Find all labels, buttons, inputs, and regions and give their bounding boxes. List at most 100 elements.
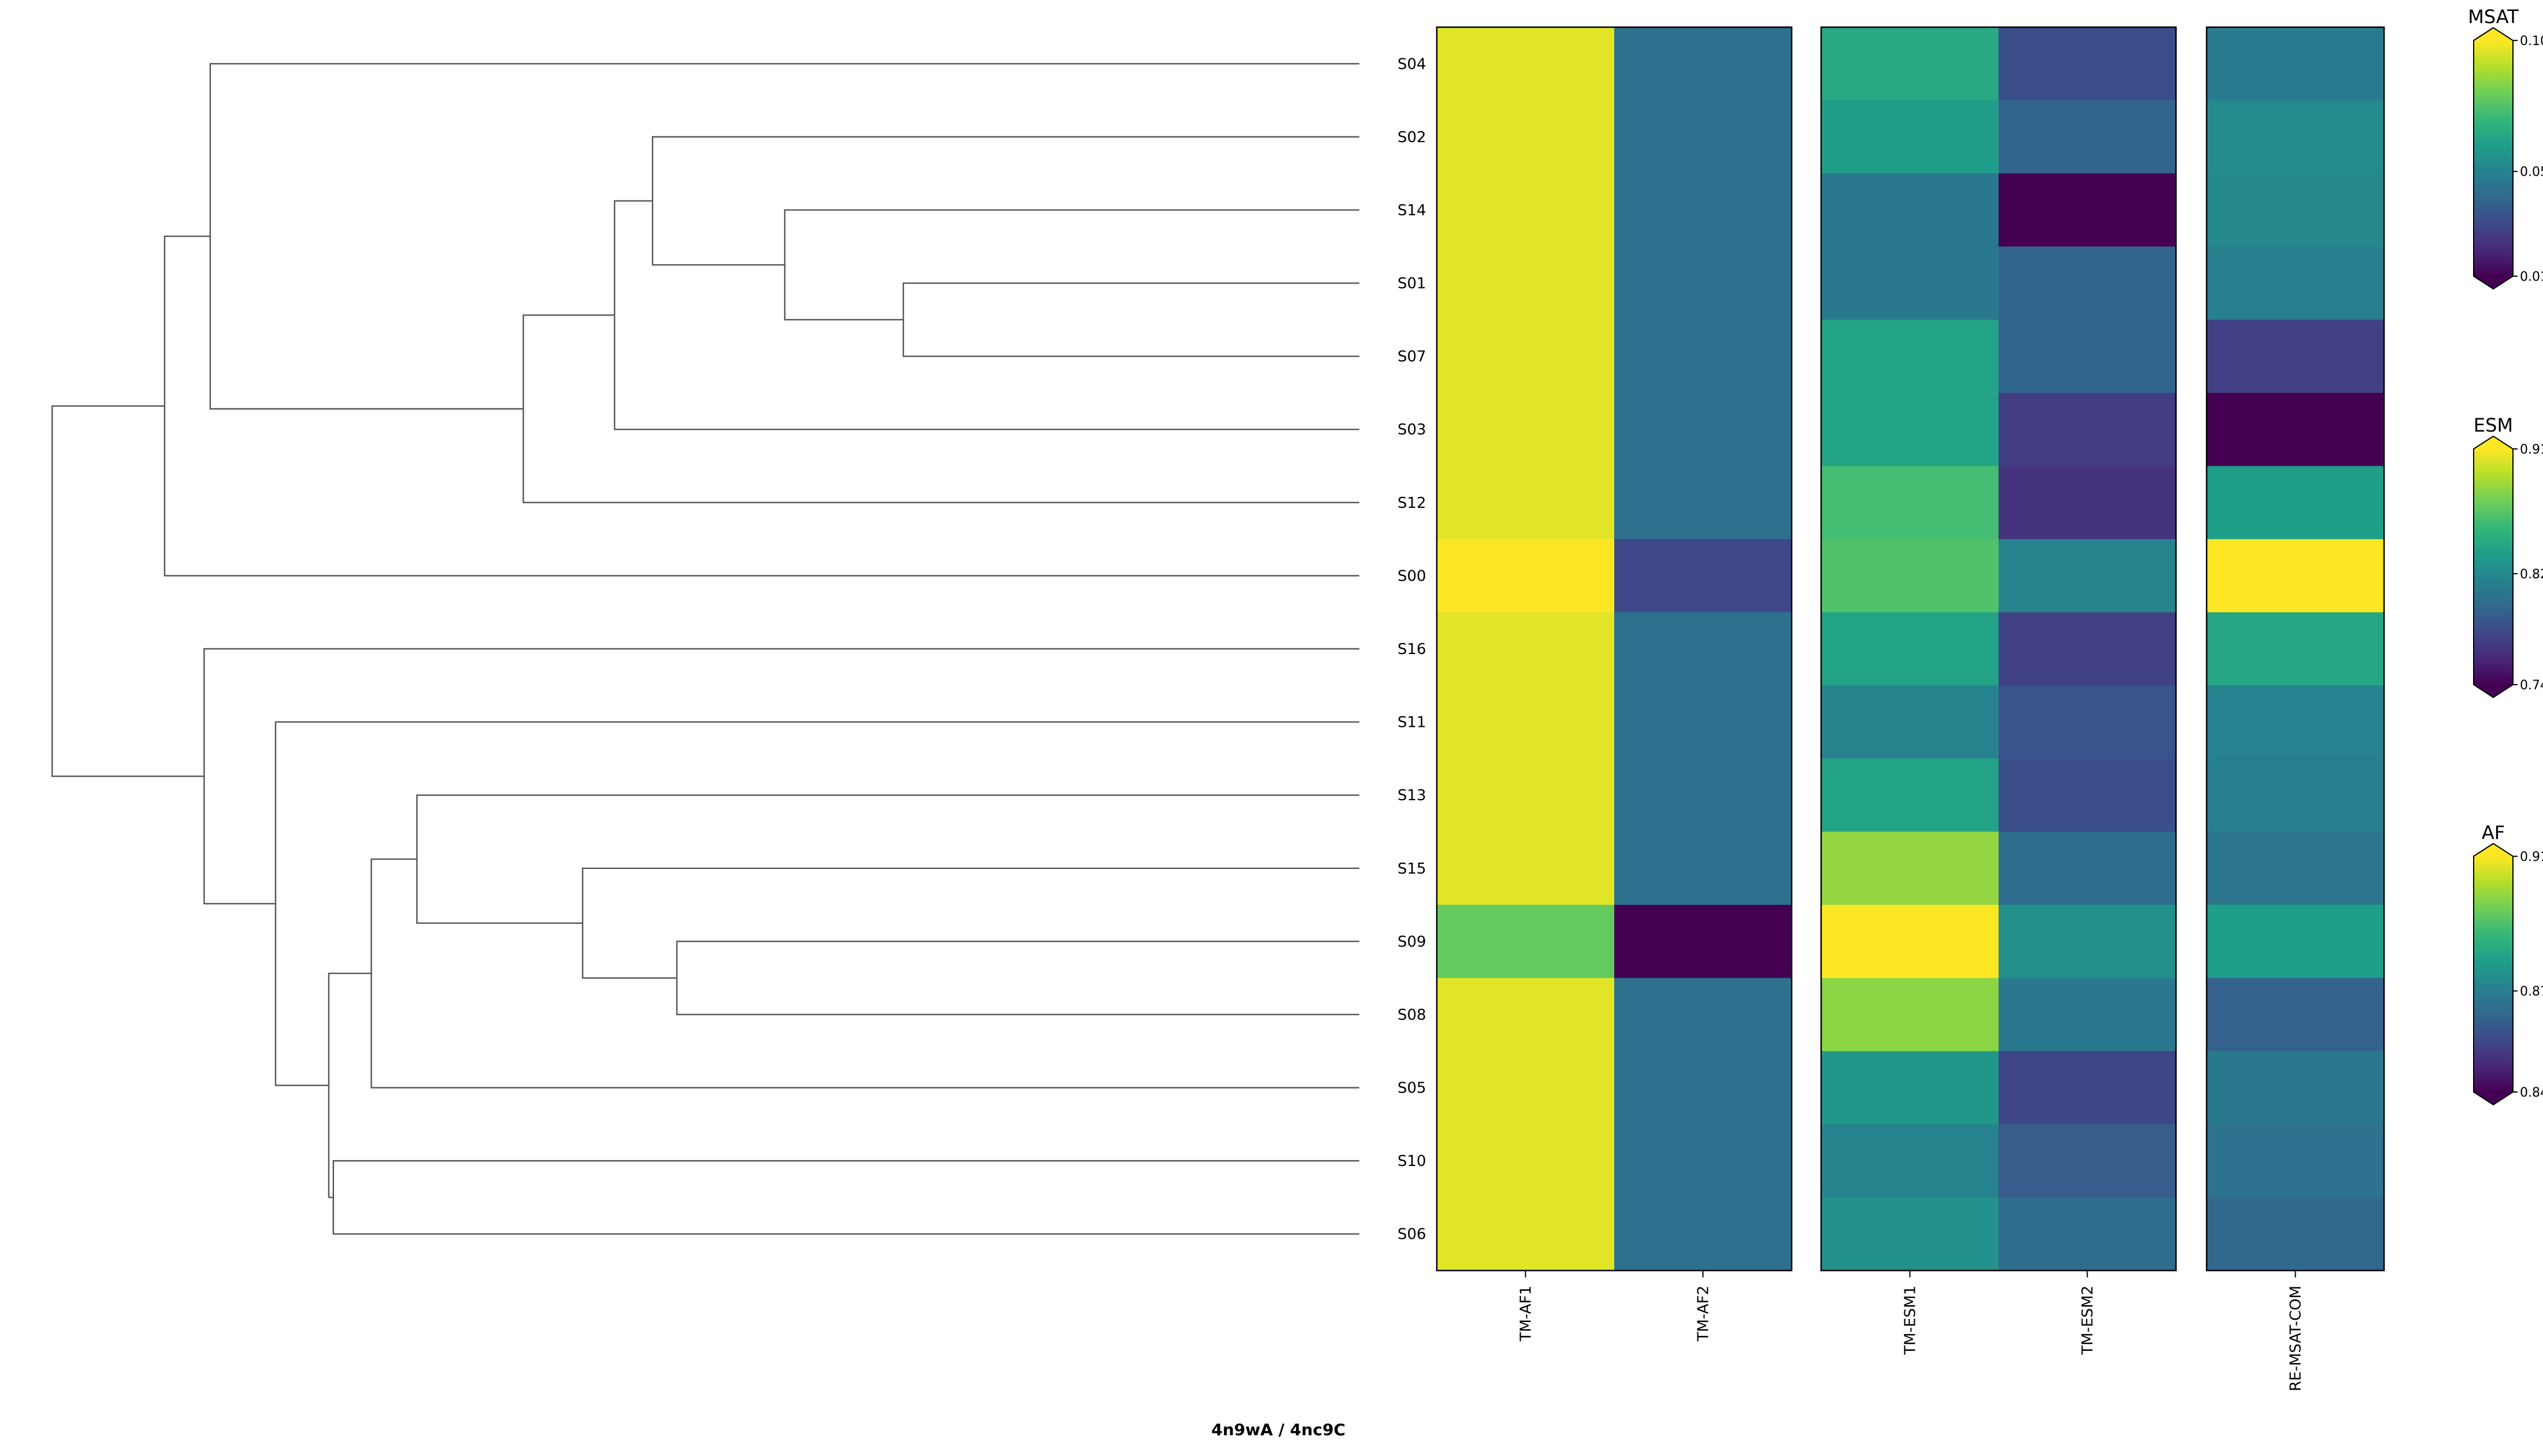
heatmap-cell [1999,466,2177,540]
colorbar-af: AF 0.84 0.87 0.91 [2473,822,2543,1106]
heatmap-cell [1437,758,1615,833]
heatmap-cell [2207,685,2385,759]
colorbar-title: MSAT [2468,6,2519,28]
colorbar-title: ESM [2474,414,2513,436]
heatmap-cell [1614,1051,1792,1125]
heatmap-cell [1821,905,1999,979]
colorbar-esm: ESM 0.74 0.82 0.91 [2473,414,2543,699]
heatmap-cell [1437,539,1615,613]
heatmap-cell [1614,466,1792,540]
heatmap-cell [2207,466,2385,540]
colorbar-tick-label: 0.01 [2520,270,2543,284]
row-label: S06 [1397,1226,1426,1243]
heatmap-cell [1614,320,1792,393]
heatmap-cell [1437,100,1615,174]
heatmap-cell [2207,100,2385,174]
heatmap-cell [1437,246,1615,320]
heatmap-cell [1821,392,1999,467]
dendrogram-link [651,136,1359,266]
column-label: TM-ESM1 [1902,1286,1919,1355]
row-label: S09 [1397,933,1426,950]
heatmap-cell [1999,831,2177,905]
heatmap-cell [1999,612,2177,686]
heatmap-cell [1614,100,1792,174]
dendrogram-link [370,858,1359,1089]
heatmap-cell [1614,831,1792,905]
colorbar-tick-label: 0.87 [2520,985,2543,999]
heatmap-cell [2207,173,2385,247]
colorbar-extend-max [2474,436,2513,449]
heatmap-cell [1614,246,1792,320]
colorbar-tick-label: 0.05 [2520,165,2543,180]
heatmap-cell [1999,539,2177,613]
heatmap-cell [1614,173,1792,247]
dendrogram-link [676,941,1359,1016]
row-label: S00 [1397,567,1426,585]
heatmap-cell [1437,320,1615,393]
dendrogram-link [416,794,1359,924]
colorbar-extend-min [2474,276,2513,289]
panel-esm: TM-ESM1 TM-ESM2 [1820,26,2177,1355]
dendrogram-link [164,235,1359,577]
row-label: S07 [1397,348,1426,366]
heatmap-cell [1999,246,2177,320]
row-labels: S04 S02 S14 S01 S07 S03 S12 S00 S16 S11 S13 S15 S09 S… [1397,55,1426,1243]
figure-title: 4n9wA / 4nc9C [1211,1420,1345,1439]
row-label: S05 [1397,1080,1426,1097]
heatmap-cell [1614,612,1792,686]
heatmap-cell [1821,831,1999,905]
colorbar-tick-label: 0.74 [2520,678,2543,693]
row-label: S12 [1397,495,1426,512]
heatmap-cell [1821,685,1999,759]
heatmap-cell [1821,539,1999,613]
colorbar-extend-max [2474,28,2513,40]
colorbar-tick-label: 0.82 [2520,567,2543,582]
heatmap-cell [1821,320,1999,393]
row-label: S01 [1397,275,1426,292]
heatmap-cell [1437,173,1615,247]
dendrogram [51,63,1359,1235]
heatmap-cell [1999,978,2177,1052]
heatmap-cell [1437,466,1615,540]
row-label: S02 [1397,129,1426,146]
heatmap-cell [1614,758,1792,833]
panel-msat: RE-MSAT-COM [2205,26,2385,1391]
row-label: S15 [1397,860,1426,878]
colorbar-fill [2474,40,2513,276]
heatmap-cell [1614,685,1792,759]
heatmap-cell [1999,685,2177,759]
colorbar-extend-min [2474,1092,2513,1105]
heatmap-cell [1999,27,2177,101]
heatmap-cell [2207,392,2385,467]
heatmap-cell [1999,1051,2177,1125]
heatmap-cell [1614,1124,1792,1198]
panel-frame [1820,26,2177,1272]
row-label: S16 [1397,641,1426,658]
heatmap-cell [1999,320,2177,393]
dendrogram-link [203,648,1359,905]
heatmap-cell [2207,539,2385,613]
heatmap-cell [1821,100,1999,174]
heatmap-cell [2207,1197,2385,1271]
dendrogram-link [275,721,1359,1086]
heatmap-cell [1999,758,2177,833]
heatmap-cell [2207,612,2385,686]
heatmap-cell [1821,978,1999,1052]
heatmap-cell [2207,246,2385,320]
heatmap-cell [1437,831,1615,905]
colorbar-tick-label: 0.91 [2520,850,2543,864]
heatmap-cell [1437,1051,1615,1125]
heatmap-cell [1821,466,1999,540]
heatmap-cell [1437,27,1615,101]
heatmap-cell [1821,27,1999,101]
heatmap-cell [2207,978,2385,1052]
dendrogram-link [902,282,1359,357]
colorbar-tick-label: 0.84 [2520,1086,2543,1100]
column-label: TM-AF1 [1518,1286,1535,1342]
heatmap-cell [1821,1051,1999,1125]
dendrogram-link [51,405,205,777]
colorbar-msat: MSAT 0.01 0.05 0.10 [2468,6,2543,290]
heatmap-cell [1999,100,2177,174]
row-label: S11 [1397,714,1426,731]
panel-frame [1436,26,1793,1272]
